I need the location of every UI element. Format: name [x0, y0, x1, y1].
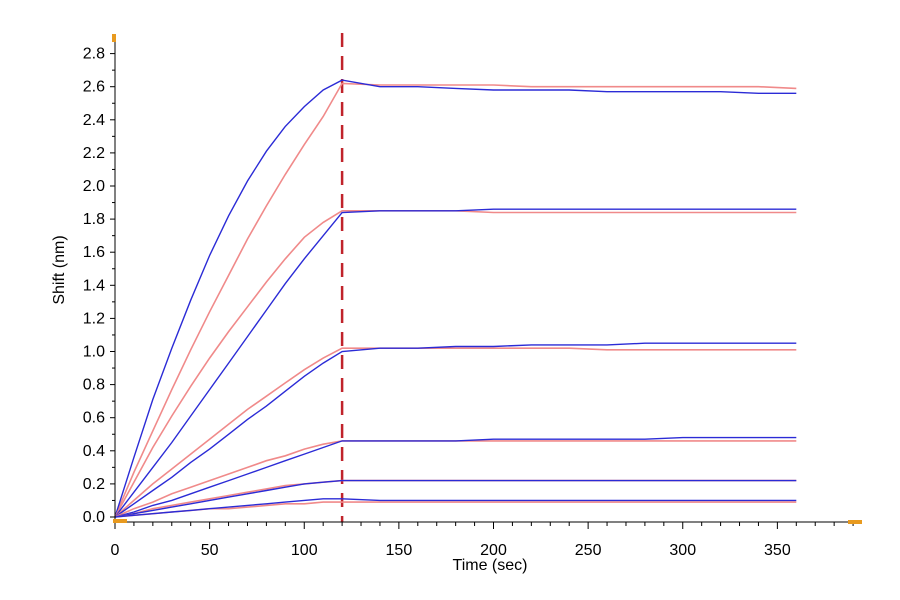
plot-area: [114, 33, 797, 522]
fit-curve-1: [114, 82, 797, 518]
y-tick-label: 0.0: [83, 509, 105, 526]
fit-curve-6: [114, 501, 797, 518]
x-tick-label: 200: [480, 542, 507, 559]
measured-curve-4: [114, 436, 797, 518]
y-axis-top-marker: [112, 34, 116, 42]
measured-curve-2: [114, 208, 797, 518]
y-tick-label: 2.6: [83, 79, 105, 96]
ticks: [110, 34, 862, 529]
x-tick-label: 250: [575, 542, 602, 559]
y-axis-title: Shift (nm): [51, 235, 68, 304]
x-tick-label: 100: [291, 542, 318, 559]
x-tick-label: 150: [386, 542, 413, 559]
fit-curve-3: [114, 347, 797, 518]
tick-labels: 0.0 0.2 0.4 0.6 0.8 1.0 1.2 1.4 1.6 1.8 2.0 2.2 2.4 2…: [83, 46, 791, 559]
x-tick-label: 50: [201, 542, 219, 559]
y-tick-label: 2.8: [83, 46, 105, 63]
y-tick-label: 2.2: [83, 145, 105, 162]
y-tick-label: 1.2: [83, 310, 105, 327]
y-tick-label: 1.6: [83, 244, 105, 261]
x-axis-end-marker: [848, 520, 862, 524]
x-axis-start-marker: [113, 519, 127, 523]
measured-curve-3: [114, 342, 797, 518]
axes: [114, 35, 860, 523]
fit-curve-2: [114, 210, 797, 518]
measured-curve-5: [114, 479, 797, 518]
y-tick-label: 1.4: [83, 277, 105, 294]
y-tick-label: 1.0: [83, 344, 105, 361]
measured-curve-6: [114, 498, 797, 518]
y-tick-label: 2.0: [83, 178, 105, 195]
fit-curve-4: [114, 440, 797, 518]
y-tick-label: 1.8: [83, 211, 105, 228]
y-tick-label: 0.4: [83, 443, 105, 460]
x-tick-label: 350: [764, 542, 791, 559]
x-tick-label: 300: [669, 542, 696, 559]
y-tick-label: 0.8: [83, 377, 105, 394]
y-tick-label: 0.2: [83, 476, 105, 493]
y-tick-label: 0.6: [83, 410, 105, 427]
x-tick-label: 0: [111, 542, 120, 559]
x-axis-title: Time (sec): [453, 557, 528, 574]
y-tick-label: 2.4: [83, 112, 105, 129]
measured-curve-1: [114, 79, 797, 518]
